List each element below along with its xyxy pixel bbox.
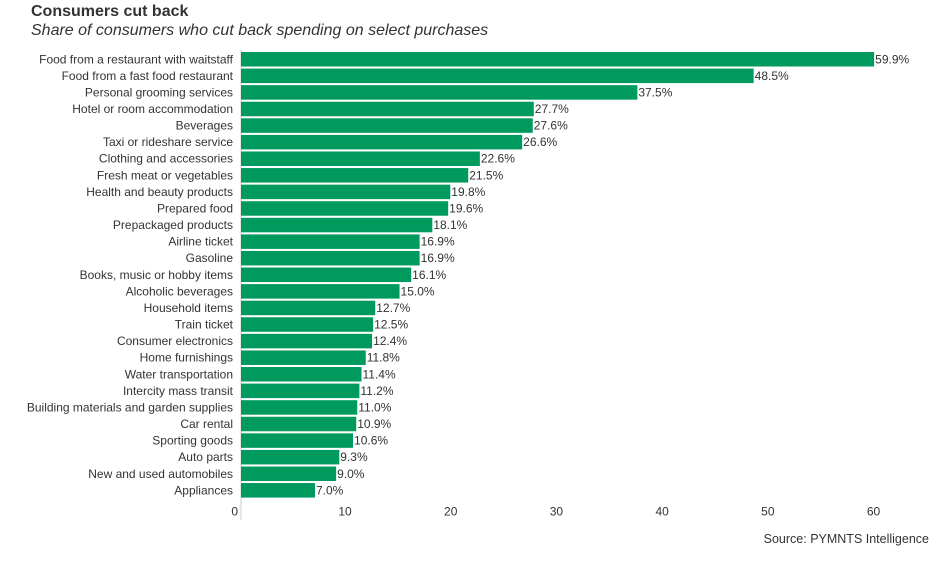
bar xyxy=(241,300,376,316)
category-label: Clothing and accessories xyxy=(99,152,233,166)
data-label: 10.6% xyxy=(354,434,388,448)
bar xyxy=(241,416,357,432)
data-label: 7.0% xyxy=(316,483,344,497)
data-label: 9.0% xyxy=(337,467,365,481)
data-label: 27.6% xyxy=(534,119,568,133)
data-label: 48.5% xyxy=(755,69,789,83)
bar xyxy=(241,217,433,233)
category-label: Fresh meat or vegetables xyxy=(97,168,233,182)
category-label: Gasoline xyxy=(186,251,234,265)
data-label: 11.0% xyxy=(358,400,391,414)
bar xyxy=(241,400,358,415)
bar xyxy=(241,85,638,100)
category-label: Auto parts xyxy=(178,450,233,464)
category-label: Prepackaged products xyxy=(113,218,233,232)
bar xyxy=(241,52,875,67)
data-label: 16.9% xyxy=(421,235,455,249)
category-label: Building materials and garden supplies xyxy=(27,400,233,414)
x-tick-label: 60 xyxy=(867,505,881,519)
x-tick-label: 40 xyxy=(655,505,669,519)
bar xyxy=(241,68,754,84)
bar xyxy=(241,184,451,200)
data-label: 16.1% xyxy=(412,268,446,282)
x-tick-label: 50 xyxy=(761,505,775,519)
data-label: 12.4% xyxy=(373,334,407,348)
bar xyxy=(241,134,523,150)
bar xyxy=(241,433,354,448)
data-label: 19.6% xyxy=(449,201,483,215)
x-tick-label: 0 xyxy=(231,505,238,519)
x-tick-label: 20 xyxy=(444,505,458,519)
data-label: 12.5% xyxy=(374,318,408,332)
data-label: 18.1% xyxy=(433,218,467,232)
data-label: 37.5% xyxy=(638,85,672,99)
data-label: 12.7% xyxy=(376,301,410,315)
category-label: Airline ticket xyxy=(168,235,233,249)
source-note: Source: PYMNTS Intelligence xyxy=(763,532,929,546)
category-label: Train ticket xyxy=(175,318,234,332)
bar xyxy=(241,333,373,349)
bar xyxy=(241,250,420,266)
data-label: 21.5% xyxy=(469,168,503,182)
category-label: Food from a fast food restaurant xyxy=(62,69,234,83)
x-tick-label: 10 xyxy=(338,505,352,519)
category-label: Appliances xyxy=(174,483,233,497)
category-label: Beverages xyxy=(176,119,233,133)
category-label: Hotel or room accommodation xyxy=(72,102,233,116)
bar xyxy=(241,267,412,283)
data-label: 22.6% xyxy=(481,152,515,166)
chart-subtitle: Share of consumers who cut back spending… xyxy=(31,22,489,39)
category-label: Taxi or rideshare service xyxy=(103,135,233,149)
data-label: 11.4% xyxy=(362,367,395,381)
bar xyxy=(241,483,315,498)
category-label: Personal grooming services xyxy=(85,85,233,99)
category-label: Water transportation xyxy=(125,367,233,381)
bar xyxy=(241,201,449,216)
bar xyxy=(241,101,534,117)
category-label: Alcoholic beverages xyxy=(126,284,233,298)
bar xyxy=(241,234,420,249)
category-label: Food from a restaurant with waitstaff xyxy=(39,52,234,66)
category-label: Intercity mass transit xyxy=(123,384,234,398)
bar xyxy=(241,383,360,399)
data-label: 27.7% xyxy=(535,102,569,116)
x-tick-label: 30 xyxy=(550,505,564,519)
category-label: Prepared food xyxy=(157,201,233,215)
data-label: 19.8% xyxy=(451,185,485,199)
data-label: 11.2% xyxy=(360,384,393,398)
data-label: 26.6% xyxy=(523,135,557,149)
bar xyxy=(241,449,340,465)
category-label: Consumer electronics xyxy=(117,334,233,348)
data-label: 10.9% xyxy=(357,417,391,431)
data-label: 11.8% xyxy=(367,351,400,365)
bar xyxy=(241,317,374,332)
bar xyxy=(241,168,469,183)
category-label: Car rental xyxy=(180,417,233,431)
category-label: Health and beauty products xyxy=(86,185,233,199)
bar xyxy=(241,151,480,166)
data-label: 15.0% xyxy=(401,284,435,298)
bar xyxy=(241,466,337,481)
bar xyxy=(241,284,400,299)
category-label: Household items xyxy=(144,301,233,315)
category-label: Books, music or hobby items xyxy=(80,268,233,282)
data-label: 9.3% xyxy=(340,450,368,464)
data-label: 16.9% xyxy=(421,251,455,265)
category-label: Home furnishings xyxy=(140,351,233,365)
data-label: 59.9% xyxy=(875,52,909,66)
bar xyxy=(241,118,533,133)
chart-title: Consumers cut back xyxy=(31,3,189,20)
bar xyxy=(241,350,366,365)
bar xyxy=(241,367,362,382)
category-label: Sporting goods xyxy=(152,434,233,448)
category-label: New and used automobiles xyxy=(88,467,233,481)
